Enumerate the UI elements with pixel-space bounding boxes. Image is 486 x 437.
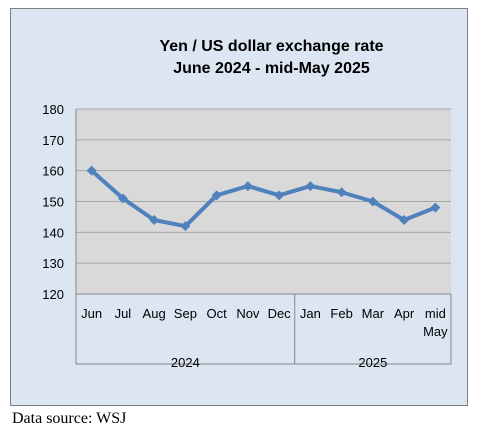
x-category-label-7: Dec [268,306,292,321]
y-tick-label-150: 150 [42,195,64,210]
y-tick-label-140: 140 [42,225,64,240]
data-point-4 [180,221,191,232]
x-category-label-10: Mar [362,306,385,321]
data-point-5 [211,190,222,201]
series-line [89,168,438,229]
data-point-1 [86,165,97,176]
chart-title-line-2: June 2024 - mid-May 2025 [173,60,370,77]
x-group-label-2025: 2025 [358,355,387,370]
data-point-11 [399,215,410,225]
data-point-8 [305,181,316,192]
data-point-2 [117,193,128,204]
x-category-label-12-line-2: May [423,324,448,339]
x-category-label-11: Apr [394,306,415,321]
y-tick-label-170: 170 [42,133,64,148]
x-category-label-3: Aug [143,306,166,321]
y-tick-label-120: 120 [42,287,64,302]
x-category-label-8: Jan [300,306,321,321]
x-category-label-6: Nov [236,306,260,321]
data-point-10 [367,196,378,207]
x-group-label-2024: 2024 [171,355,200,370]
data-point-6 [242,181,253,192]
x-category-label-1: Jun [81,306,102,321]
chart-frame: Yen / US dollar exchange rate June 2024 -… [10,8,468,406]
data-point-7 [274,190,285,201]
x-category-label-2: Jul [115,306,132,321]
data-source-note: Data source: WSJ [12,410,127,427]
y-tick-label-130: 130 [42,256,64,271]
chart-title-line-1: Yen / US dollar exchange rate [159,38,383,55]
data-point-12 [430,202,441,213]
y-tick-label-180: 180 [42,102,64,117]
y-tick-label-160: 160 [42,164,64,179]
data-point-3 [149,215,160,225]
data-point-9 [336,187,347,198]
x-category-label-5: Oct [207,306,228,321]
x-category-label-9: Feb [330,306,352,321]
x-category-label-4: Sep [174,306,197,321]
chart-svg: Yen / US dollar exchange rate June 2024 -… [42,38,452,370]
x-category-label-12-line-1: mid [425,306,446,321]
